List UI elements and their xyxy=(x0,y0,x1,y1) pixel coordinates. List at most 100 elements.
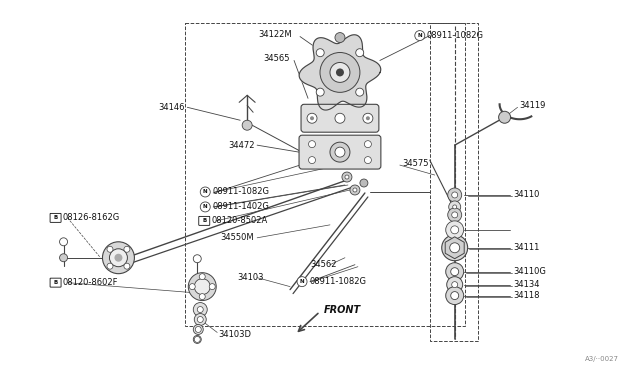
Circle shape xyxy=(316,49,324,57)
Text: 34110: 34110 xyxy=(513,190,540,199)
Circle shape xyxy=(415,31,425,41)
Text: A3/··0027: A3/··0027 xyxy=(586,356,620,362)
Circle shape xyxy=(107,263,113,269)
Circle shape xyxy=(448,188,461,202)
Circle shape xyxy=(209,283,215,290)
Text: 34111: 34111 xyxy=(513,243,540,252)
Circle shape xyxy=(364,157,371,164)
Circle shape xyxy=(452,245,458,251)
Circle shape xyxy=(450,243,460,253)
Circle shape xyxy=(107,246,113,252)
Circle shape xyxy=(345,175,349,179)
Text: 34103: 34103 xyxy=(237,273,264,282)
Circle shape xyxy=(310,116,314,120)
Circle shape xyxy=(451,226,459,234)
Circle shape xyxy=(445,263,464,280)
Circle shape xyxy=(335,147,345,157)
Text: N: N xyxy=(417,33,422,38)
Circle shape xyxy=(364,141,371,148)
Circle shape xyxy=(102,242,134,274)
Text: B: B xyxy=(54,215,58,220)
Circle shape xyxy=(200,202,210,212)
Circle shape xyxy=(445,221,464,239)
Circle shape xyxy=(445,286,464,305)
Text: B: B xyxy=(202,218,206,223)
Circle shape xyxy=(452,212,458,218)
Text: 08911-1082G: 08911-1082G xyxy=(309,277,366,286)
Circle shape xyxy=(307,113,317,123)
Circle shape xyxy=(193,255,201,263)
Text: 08911-1402G: 08911-1402G xyxy=(212,202,269,211)
Circle shape xyxy=(124,263,130,269)
Circle shape xyxy=(451,206,459,214)
Circle shape xyxy=(448,240,461,254)
Text: 34565: 34565 xyxy=(263,54,290,63)
Circle shape xyxy=(451,292,459,299)
Circle shape xyxy=(330,142,350,162)
Circle shape xyxy=(297,277,307,286)
Circle shape xyxy=(200,187,210,197)
Circle shape xyxy=(242,120,252,130)
Circle shape xyxy=(448,208,461,222)
Circle shape xyxy=(451,268,459,276)
Circle shape xyxy=(452,244,458,250)
Circle shape xyxy=(335,113,345,123)
Text: N: N xyxy=(203,189,207,195)
Text: 08126-8162G: 08126-8162G xyxy=(63,214,120,222)
Text: 08911-1082G: 08911-1082G xyxy=(427,31,484,40)
Circle shape xyxy=(109,249,127,267)
FancyBboxPatch shape xyxy=(199,217,210,225)
Circle shape xyxy=(499,111,511,123)
FancyBboxPatch shape xyxy=(299,135,381,169)
Circle shape xyxy=(195,327,201,333)
Circle shape xyxy=(356,88,364,96)
Circle shape xyxy=(199,274,205,280)
FancyBboxPatch shape xyxy=(50,214,61,222)
Circle shape xyxy=(452,192,458,198)
Circle shape xyxy=(335,33,345,42)
Circle shape xyxy=(447,277,463,293)
Text: FRONT: FRONT xyxy=(324,305,361,315)
Circle shape xyxy=(115,254,122,262)
Circle shape xyxy=(342,172,352,182)
Text: N: N xyxy=(203,205,207,209)
Text: N: N xyxy=(300,279,305,284)
Text: B: B xyxy=(54,280,58,285)
Circle shape xyxy=(197,307,204,312)
Circle shape xyxy=(449,201,461,213)
Circle shape xyxy=(363,113,373,123)
FancyBboxPatch shape xyxy=(50,278,61,287)
Text: 34119: 34119 xyxy=(520,101,546,110)
Bar xyxy=(186,23,465,327)
Circle shape xyxy=(60,238,68,246)
Circle shape xyxy=(442,235,468,261)
Circle shape xyxy=(124,246,130,252)
Circle shape xyxy=(320,52,360,92)
Text: 34472: 34472 xyxy=(228,141,255,150)
Circle shape xyxy=(356,49,364,57)
Text: 34562: 34562 xyxy=(310,260,337,269)
Circle shape xyxy=(195,336,200,342)
Text: 34134: 34134 xyxy=(513,280,540,289)
Circle shape xyxy=(193,302,207,317)
Circle shape xyxy=(193,324,204,334)
Circle shape xyxy=(189,283,195,290)
Text: 34122M: 34122M xyxy=(258,30,292,39)
Text: 34550M: 34550M xyxy=(220,233,254,242)
Circle shape xyxy=(195,279,210,295)
FancyBboxPatch shape xyxy=(301,104,379,132)
Circle shape xyxy=(195,314,206,326)
Circle shape xyxy=(353,188,357,192)
Circle shape xyxy=(452,282,458,288)
Text: 08911-1082G: 08911-1082G xyxy=(212,187,269,196)
Text: 08120-8502A: 08120-8502A xyxy=(211,217,268,225)
Text: 34118: 34118 xyxy=(513,291,540,300)
Circle shape xyxy=(199,294,205,299)
Bar xyxy=(430,23,477,341)
Text: 34146: 34146 xyxy=(159,103,186,112)
Polygon shape xyxy=(445,237,464,259)
Text: 34110G: 34110G xyxy=(513,267,547,276)
Polygon shape xyxy=(299,35,381,110)
Circle shape xyxy=(336,68,344,76)
Circle shape xyxy=(193,336,201,343)
